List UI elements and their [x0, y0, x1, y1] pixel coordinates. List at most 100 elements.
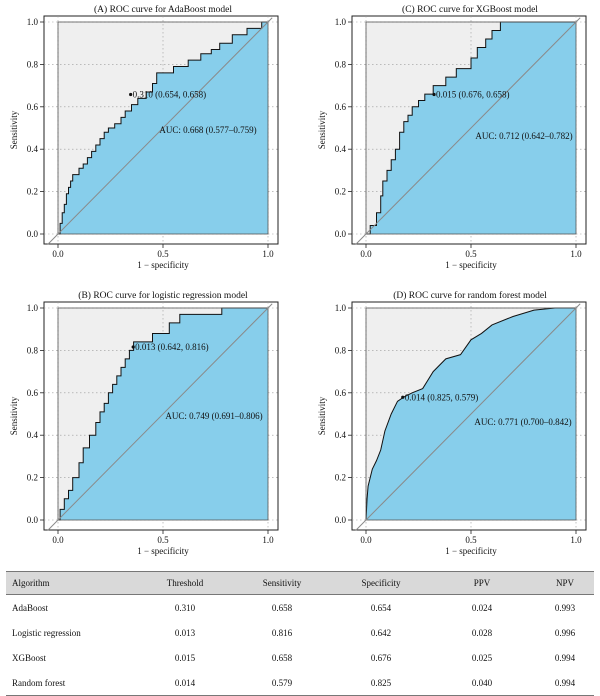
cell-sensitivity: 0.658 [271, 652, 293, 663]
x-tick-label: 0.5 [465, 249, 477, 259]
x-tick-label: 0.5 [157, 535, 169, 545]
x-tick-label: 0.0 [360, 249, 372, 259]
cell-threshold: 0.013 [174, 627, 196, 638]
x-tick-label: 1.0 [262, 249, 274, 259]
header-sensitivity: Sensitivity [230, 571, 328, 595]
threshold-point [401, 395, 405, 399]
y-tick-label: 0.2 [27, 187, 38, 197]
y-tick-label: 0.6 [335, 388, 347, 398]
cell-specificity: 0.676 [370, 652, 392, 663]
cell-sensitivity: 0.658 [271, 602, 293, 613]
x-tick-label: 0.0 [360, 535, 372, 545]
threshold-label: 0.013 (0.642, 0.816) [135, 342, 209, 352]
auc-label: AUC: 0.749 (0.691–0.806) [165, 411, 262, 421]
header-threshold: Threshold [134, 571, 230, 595]
y-axis-title: Sensitivity [317, 110, 327, 149]
y-tick-label: 0.0 [335, 515, 347, 525]
header-ppv: PPV [428, 571, 530, 595]
panel-title: (D) ROC curve for random forest model [393, 290, 547, 301]
table-row: Logistic regression 0.013 0.816 0.642 0.… [6, 620, 594, 645]
diagonal-line [47, 303, 273, 531]
cell-algorithm: AdaBoost [12, 602, 48, 613]
y-tick-label: 0.6 [27, 388, 39, 398]
metrics-table: Algorithm Threshold Sensitivity Specific… [6, 571, 594, 696]
y-tick-label: 1.0 [27, 303, 39, 313]
y-tick-label: 1.0 [335, 303, 347, 313]
roc-charts-svg: 0.0 0.5 1.0 0.0 0.2 0.4 0.6 0.8 1.0 1 − specifici… [9, 4, 587, 556]
header-npv: NPV [530, 571, 594, 595]
y-tick-label: 0.6 [27, 102, 39, 112]
cell-ppv: 0.024 [471, 602, 493, 613]
threshold-label: 0.310 (0.654, 0.658) [133, 90, 207, 100]
roc-curve [58, 21, 268, 235]
metrics-header-row: Algorithm Threshold Sensitivity Specific… [6, 571, 594, 595]
y-tick-label: 0.2 [335, 473, 346, 483]
cell-specificity: 0.642 [370, 627, 392, 638]
x-tick-label: 0.0 [52, 535, 64, 545]
roc-square [57, 21, 269, 235]
roc-curve [58, 307, 268, 521]
roc-square [365, 307, 577, 521]
x-axis-title: 1 − specificity [445, 546, 497, 556]
x-tick-label: 0.5 [465, 535, 477, 545]
threshold-label: 0.015 (0.676, 0.658) [436, 90, 510, 100]
table-row: XGBoost 0.015 0.658 0.676 0.025 0.994 [6, 645, 594, 670]
header-algorithm: Algorithm [6, 571, 134, 595]
x-axis-title: 1 − specificity [137, 260, 189, 270]
roc-panel-0: 0.0 0.5 1.0 0.0 0.2 0.4 0.6 0.8 1.0 1 − specifici… [9, 4, 279, 270]
y-axis-title: Sensitivity [317, 396, 327, 435]
header-specificity: Specificity [328, 571, 428, 595]
y-tick-label: 0.4 [27, 144, 39, 154]
y-tick-label: 0.4 [27, 430, 39, 440]
roc-panel-2: 0.0 0.5 1.0 0.0 0.2 0.4 0.6 0.8 1.0 1 − specifici… [9, 290, 279, 556]
cell-algorithm: XGBoost [12, 652, 47, 663]
cell-ppv: 0.025 [471, 652, 493, 663]
panel-title: (B) ROC curve for logistic regression mo… [78, 290, 248, 301]
diagonal-line [355, 303, 581, 531]
threshold-point [129, 92, 133, 97]
roc-charts-area: 0.0 0.5 1.0 0.0 0.2 0.4 0.6 0.8 1.0 1 − specifici… [9, 4, 587, 556]
threshold-point [432, 92, 436, 97]
roc-square [57, 307, 269, 521]
table-row: AdaBoost 0.310 0.658 0.654 0.024 0.993 [6, 595, 594, 621]
cell-threshold: 0.015 [174, 652, 196, 663]
cell-npv: 0.993 [554, 602, 576, 613]
auc-label: AUC: 0.668 (0.577–0.759) [159, 125, 256, 135]
y-tick-label: 0.6 [335, 102, 347, 112]
y-tick-label: 0.8 [27, 59, 39, 69]
cell-npv: 0.994 [554, 652, 576, 663]
y-tick-label: 0.0 [27, 515, 39, 525]
y-tick-label: 0.0 [335, 229, 347, 239]
panel-title: (A) ROC curve for AdaBoost model [94, 4, 232, 15]
roc-panel-3: 0.0 0.5 1.0 0.0 0.2 0.4 0.6 0.8 1.0 1 − specifici… [317, 290, 587, 556]
auc-label: AUC: 0.771 (0.700–0.842) [474, 417, 571, 427]
y-tick-label: 0.2 [335, 187, 346, 197]
roc-curve [365, 307, 576, 521]
cell-sensitivity: 0.816 [271, 627, 293, 638]
cell-algorithm: Logistic regression [12, 627, 81, 638]
y-tick-label: 1.0 [335, 17, 347, 27]
x-tick-label: 0.0 [52, 249, 64, 259]
x-axis-title: 1 − specificity [445, 260, 497, 270]
cell-threshold: 0.310 [174, 602, 196, 613]
diagonal-line [47, 17, 273, 245]
y-tick-label: 0.8 [335, 59, 347, 69]
y-tick-label: 0.2 [27, 473, 38, 483]
roc-panel-1: 0.0 0.5 1.0 0.0 0.2 0.4 0.6 0.8 1.0 1 − specifici… [317, 4, 587, 270]
y-axis-title: Sensitivity [9, 110, 19, 149]
x-tick-label: 1.0 [570, 535, 582, 545]
threshold-label: 0.014 (0.825, 0.579) [405, 392, 479, 402]
cell-npv: 0.996 [554, 627, 576, 638]
y-tick-label: 0.0 [27, 229, 39, 239]
y-axis-title: Sensitivity [9, 396, 19, 435]
diagonal-line [355, 17, 581, 245]
y-tick-label: 1.0 [27, 17, 39, 27]
roc-curve [366, 21, 576, 235]
y-tick-label: 0.8 [27, 345, 39, 355]
cell-ppv: 0.028 [471, 627, 493, 638]
x-tick-label: 1.0 [262, 535, 274, 545]
y-tick-label: 0.8 [335, 345, 347, 355]
threshold-point [131, 345, 135, 349]
x-axis-title: 1 − specificity [137, 546, 189, 556]
roc-square [365, 21, 577, 235]
